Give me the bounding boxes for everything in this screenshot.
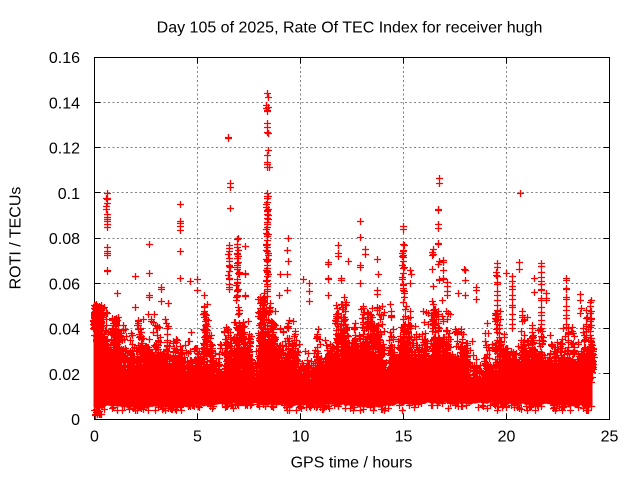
svg-text:0.14: 0.14 — [49, 95, 80, 112]
svg-text:0.12: 0.12 — [49, 141, 80, 158]
svg-text:0.02: 0.02 — [49, 367, 80, 384]
svg-text:0.1: 0.1 — [58, 186, 80, 203]
svg-text:20: 20 — [498, 429, 516, 446]
svg-text:0: 0 — [90, 429, 99, 446]
svg-text:5: 5 — [193, 429, 202, 446]
svg-text:25: 25 — [601, 429, 619, 446]
svg-text:0.06: 0.06 — [49, 276, 80, 293]
svg-text:10: 10 — [292, 429, 310, 446]
svg-text:Day 105 of 2025, Rate Of TEC I: Day 105 of 2025, Rate Of TEC Index for r… — [157, 20, 543, 37]
svg-text:0.04: 0.04 — [49, 322, 80, 339]
svg-text:GPS time / hours: GPS time / hours — [291, 455, 413, 472]
svg-text:15: 15 — [395, 429, 413, 446]
svg-text:0.16: 0.16 — [49, 50, 80, 67]
svg-text:0: 0 — [71, 412, 80, 429]
svg-text:0.08: 0.08 — [49, 231, 80, 248]
svg-text:ROTI / TECUs: ROTI / TECUs — [8, 187, 25, 290]
